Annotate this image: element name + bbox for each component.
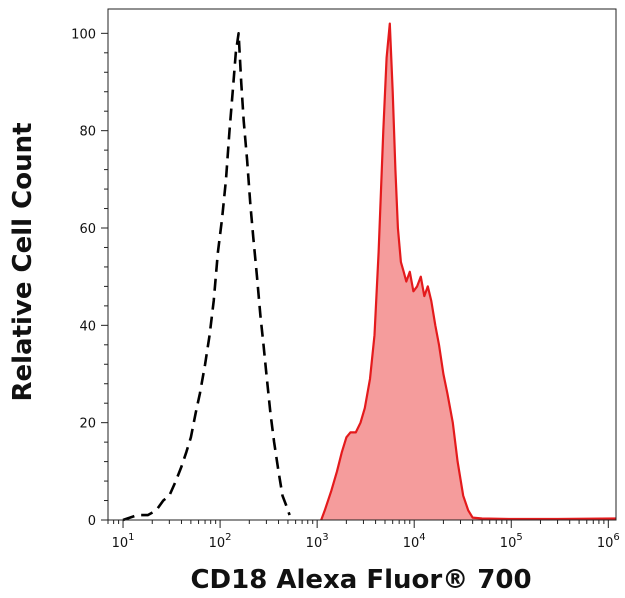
axes: 0 20 40 60 80 100 101 102 103 104 105 106 (71, 8, 620, 551)
y-tick-label-0: 0 (88, 514, 96, 529)
plot-frame (107, 8, 617, 521)
x-tick-label-100: 102 (209, 532, 232, 551)
x-tick-label-1000000: 106 (597, 532, 620, 551)
x-tick-label-10000: 104 (403, 532, 426, 551)
series-0-line (122, 31, 291, 522)
y-axis-title: Relative Cell Count (8, 122, 38, 401)
x-tick-label-10: 101 (112, 532, 135, 551)
x-axis-title: CD18 Alexa Fluor® 700 (190, 565, 531, 595)
y-tick-label-100: 100 (71, 27, 96, 42)
y-tick-label-20: 20 (79, 417, 96, 432)
y-tick-label-40: 40 (79, 319, 96, 334)
x-tick-label-100000: 105 (500, 532, 523, 551)
series-1-outline (320, 22, 617, 521)
x-tick-label-1000: 103 (306, 532, 329, 551)
y-tick-label-60: 60 (79, 222, 96, 237)
y-tick-label-80: 80 (79, 125, 96, 140)
plot-area (122, 22, 617, 522)
series-1-area (321, 23, 616, 520)
